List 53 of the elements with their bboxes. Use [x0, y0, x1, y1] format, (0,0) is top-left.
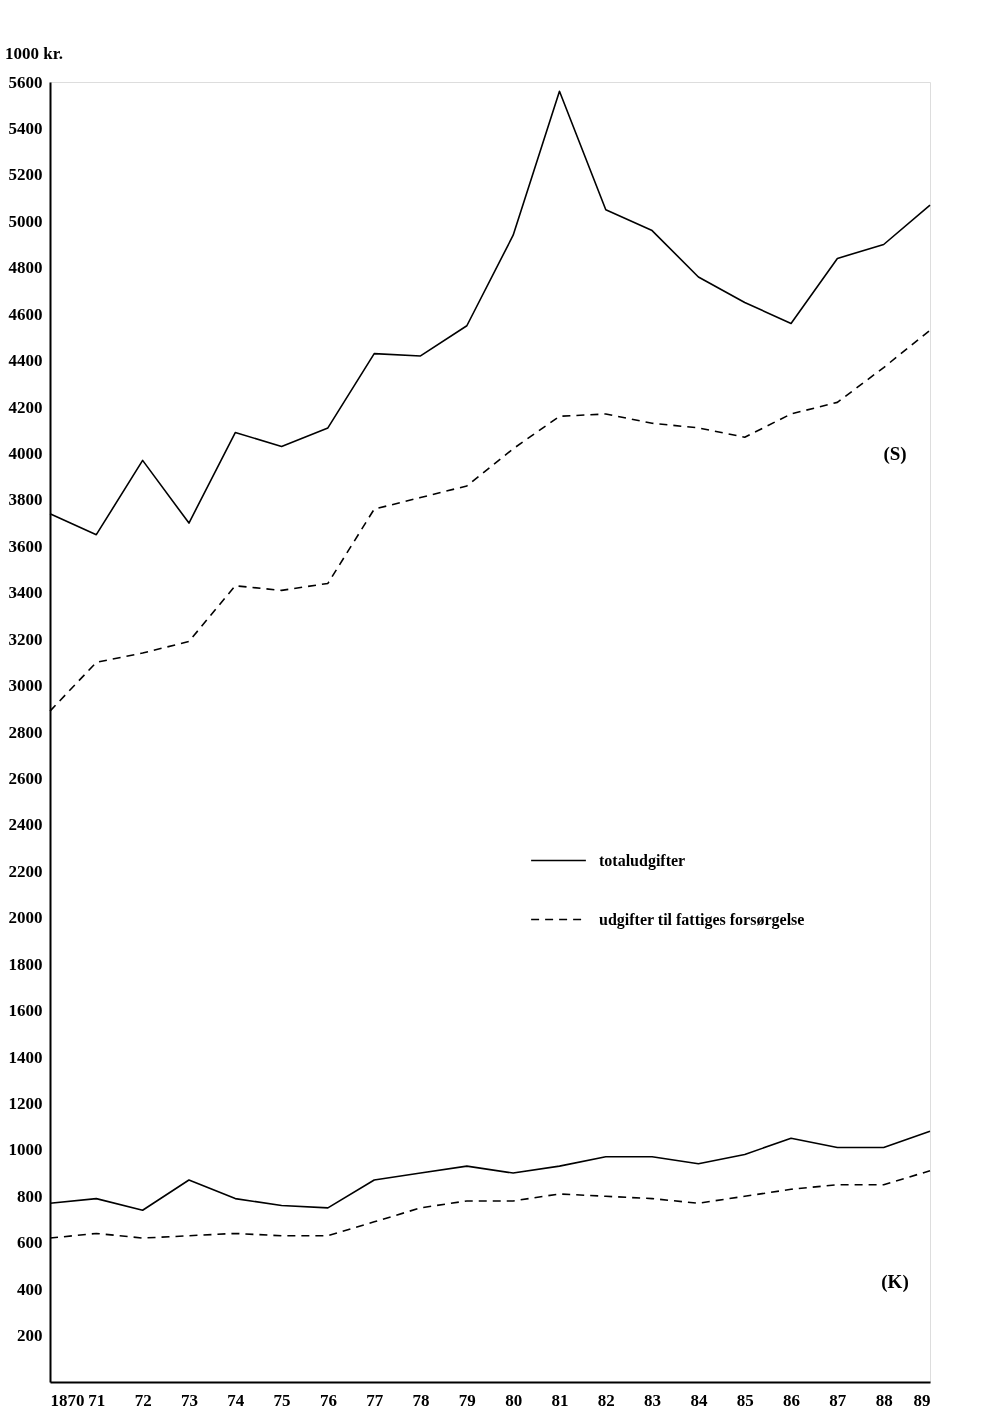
x-tick-label: 82 — [597, 1390, 615, 1410]
annotation: (K) — [881, 1271, 909, 1293]
y-tick-label: 1600 — [8, 1001, 43, 1021]
y-tick-label: 3000 — [8, 676, 43, 696]
x-tick-label: 79 — [458, 1390, 476, 1410]
x-tick-label: 78 — [412, 1390, 430, 1410]
y-tick-label: 3400 — [8, 583, 43, 603]
x-tick-label: 86 — [783, 1390, 801, 1410]
y-tick-label: 4600 — [8, 304, 43, 324]
x-tick-label: 83 — [644, 1390, 662, 1410]
y-tick-label: 2600 — [8, 768, 43, 788]
legend-label: udgifter til fattiges forsørgelse — [599, 910, 805, 929]
y-tick-label: 2400 — [8, 815, 43, 835]
annotation: (S) — [883, 443, 907, 465]
y-tick-label: 3800 — [8, 490, 43, 510]
y-tick-label: 2000 — [8, 908, 43, 928]
x-tick-label: 85 — [736, 1390, 754, 1410]
y-tick-label: 5400 — [8, 118, 43, 138]
y-tick-label: 4800 — [8, 258, 43, 278]
x-tick-label: 74 — [227, 1390, 245, 1410]
y-axis-title: 1000 kr. — [5, 44, 63, 63]
x-tick-label: 75 — [273, 1390, 291, 1410]
x-tick-label: 80 — [505, 1390, 523, 1410]
x-tick-label: 87 — [829, 1390, 847, 1410]
y-tick-label: 3200 — [8, 629, 43, 649]
y-tick-label: 2200 — [8, 861, 43, 881]
y-tick-label: 1000 — [8, 1140, 43, 1160]
y-tick-label: 5000 — [8, 211, 43, 231]
y-tick-label: 200 — [17, 1326, 43, 1346]
y-tick-label: 1200 — [8, 1093, 43, 1113]
x-tick-label: 88 — [875, 1390, 893, 1410]
y-tick-label: 4400 — [8, 351, 43, 371]
y-tick-label: 5200 — [8, 165, 43, 185]
y-tick-label: 5600 — [8, 72, 43, 92]
x-tick-label: 84 — [690, 1390, 708, 1410]
y-tick-label: 4000 — [8, 443, 43, 463]
x-tick-label: 81 — [551, 1390, 569, 1410]
x-tick-label: 1870 — [50, 1390, 85, 1410]
x-tick-label: 72 — [134, 1390, 152, 1410]
y-tick-label: 600 — [17, 1233, 43, 1253]
y-tick-label: 1800 — [8, 954, 43, 974]
y-tick-label: 2800 — [8, 722, 43, 742]
y-tick-label: 800 — [17, 1186, 43, 1206]
x-tick-label: 76 — [319, 1390, 337, 1410]
x-tick-label: 77 — [366, 1390, 384, 1410]
y-tick-label: 3600 — [8, 536, 43, 556]
x-tick-label: 73 — [180, 1390, 198, 1410]
x-tick-label: 89 — [913, 1390, 931, 1410]
legend-label: totaludgifter — [599, 851, 686, 870]
x-tick-label: 71 — [88, 1390, 106, 1410]
y-tick-label: 400 — [17, 1279, 43, 1299]
y-tick-label: 1400 — [8, 1047, 43, 1067]
y-tick-label: 4200 — [8, 397, 43, 417]
